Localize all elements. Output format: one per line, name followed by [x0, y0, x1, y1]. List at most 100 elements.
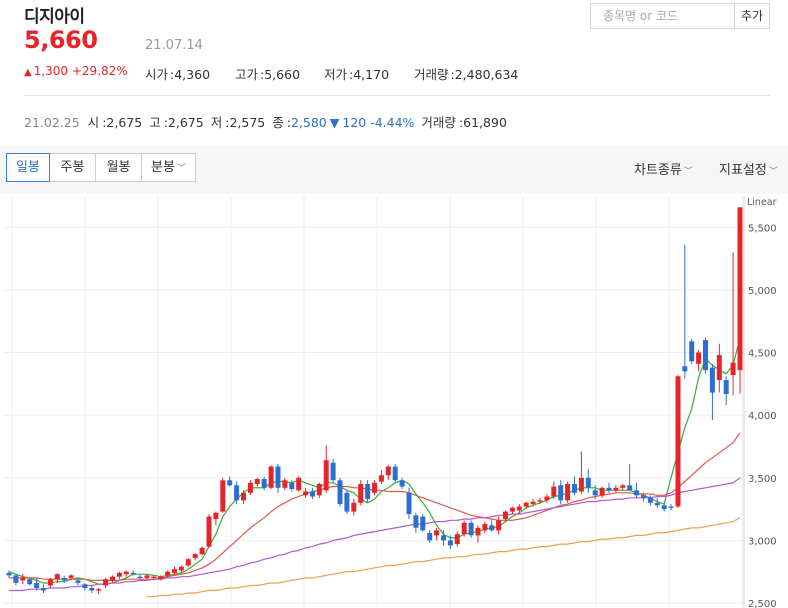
- candle-body: [158, 576, 164, 580]
- candle-body: [241, 492, 246, 501]
- low-price: 저가:4,170: [324, 67, 390, 82]
- chart-type-dropdown[interactable]: 차트종류 ﹀: [634, 159, 693, 178]
- candle-body: [668, 506, 674, 508]
- open-value: 4,360: [174, 67, 211, 82]
- volume-value: 2,480,634: [454, 67, 519, 82]
- candle-body: [89, 588, 95, 591]
- candle-body: [654, 502, 660, 506]
- prev-low-value: 2,575: [229, 115, 266, 130]
- indicator-settings-dropdown[interactable]: 지표설정 ﹀: [719, 159, 778, 178]
- candle-body: [585, 477, 591, 488]
- candle-body: [61, 577, 67, 581]
- ma-line-60: [9, 477, 741, 592]
- price-change: ▲ 1,300 +29.82%: [24, 64, 128, 78]
- candle-body: [130, 572, 136, 575]
- candle-body: [378, 475, 384, 482]
- candle-body: [461, 522, 467, 535]
- candle-body: [599, 487, 605, 496]
- candle-body: [661, 505, 667, 510]
- prev-volume-value: 61,890: [463, 115, 507, 130]
- search-input[interactable]: [590, 3, 734, 29]
- candle-body: [330, 462, 336, 481]
- divider: [24, 95, 770, 96]
- tab-monthly[interactable]: 월봉: [95, 153, 142, 182]
- candle-body: [268, 466, 274, 488]
- add-button[interactable]: 추가: [734, 3, 770, 29]
- candle-body: [275, 466, 281, 488]
- candle-body: [54, 574, 60, 580]
- candle-body: [578, 477, 584, 492]
- candle-body: [689, 341, 695, 362]
- candle-body: [185, 559, 191, 566]
- prev-high-value: 2,675: [167, 115, 204, 130]
- candle-body: [537, 500, 543, 502]
- candle-body: [351, 502, 357, 512]
- tab-weekly[interactable]: 주봉: [49, 153, 96, 182]
- y-tick-label: 4,500: [748, 349, 777, 360]
- candle-body: [123, 571, 129, 575]
- prev-open-value: 2,675: [106, 115, 143, 130]
- prev-high-label: 고: [149, 115, 161, 130]
- candle-body: [323, 460, 329, 491]
- candle-body: [96, 589, 102, 591]
- tab-minute-label: 분봉: [151, 160, 175, 175]
- candle-body: [151, 576, 157, 578]
- candle-body: [565, 484, 571, 501]
- ma-line-120: [146, 517, 741, 598]
- candle-body: [696, 352, 702, 364]
- open-label: 시가: [145, 67, 169, 82]
- candle-body: [103, 579, 109, 586]
- candle-body: [385, 466, 391, 476]
- y-tick-label: 5,000: [748, 286, 777, 297]
- y-tick-label: 3,500: [748, 474, 777, 485]
- candle-body: [289, 482, 295, 490]
- candle-body: [675, 376, 681, 507]
- candle-body: [634, 490, 640, 496]
- candle-body: [358, 484, 364, 503]
- candle-body: [406, 492, 412, 515]
- candle-body: [454, 534, 460, 545]
- candle-body: [441, 535, 446, 541]
- candle-body: [434, 530, 440, 536]
- high-label: 고가: [235, 67, 259, 82]
- candle-body: [627, 485, 633, 491]
- candle-body: [682, 366, 688, 372]
- candle-body: [613, 487, 619, 491]
- low-value: 4,170: [353, 67, 390, 82]
- candle-body: [468, 522, 474, 536]
- scale-label: Linear: [747, 197, 777, 208]
- tab-minute[interactable]: 분봉 ﹀: [141, 153, 196, 182]
- candle-body: [20, 577, 26, 581]
- candle-body: [641, 495, 646, 498]
- candle-body: [592, 490, 598, 496]
- price-date: 21.07.14: [145, 38, 203, 53]
- low-label: 저가: [324, 67, 348, 82]
- indicator-label: 지표설정: [719, 163, 767, 178]
- candle-body: [47, 579, 53, 586]
- down-arrow-icon: ▼: [329, 115, 340, 130]
- previous-quote: 21.02.25 시:2,675 고:2,675 저:2,575 종:2,580 ▼…: [24, 115, 507, 130]
- candle-body: [206, 516, 212, 547]
- stock-name: 디지아이: [24, 7, 85, 27]
- chevron-down-icon: ﹀: [768, 167, 778, 177]
- candle-body: [647, 497, 653, 503]
- candle-body: [509, 507, 515, 512]
- candle-body: [116, 572, 122, 577]
- candle-body: [413, 515, 419, 528]
- candle-body: [172, 569, 177, 573]
- tab-daily[interactable]: 일봉: [6, 153, 50, 182]
- candle-body: [165, 571, 171, 576]
- candle-body: [544, 496, 550, 501]
- chart-type-label: 차트종류: [634, 163, 682, 178]
- y-tick-label: 5,500: [748, 223, 777, 234]
- candle-body: [192, 554, 198, 558]
- candle-body: [716, 355, 722, 380]
- prev-close-label: 종: [272, 115, 284, 130]
- candle-body: [234, 485, 240, 501]
- y-tick-label: 4,000: [748, 411, 777, 422]
- candle-body: [144, 575, 150, 578]
- candlestick-chart[interactable]: 2,500 3,000 3,500 4,000 4,500 5,000 5,500 Linea…: [0, 196, 788, 608]
- candle-body: [344, 492, 350, 512]
- candle-body: [310, 491, 315, 497]
- candle-body: [489, 525, 495, 531]
